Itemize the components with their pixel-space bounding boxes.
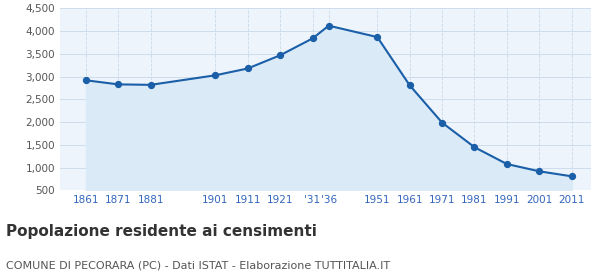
Point [81,78,91,83]
Point [535,169,544,174]
Point [146,83,155,87]
Point [211,73,220,78]
Point [405,83,415,88]
Point [502,162,512,166]
Point [470,145,479,150]
Point [324,24,334,28]
Text: Popolazione residente ai censimenti: Popolazione residente ai censimenti [6,224,317,239]
Point [567,174,577,179]
Point [437,120,447,125]
Point [113,82,123,87]
Point [373,35,382,39]
Text: COMUNE DI PECORARA (PC) - Dati ISTAT - Elaborazione TUTTITALIA.IT: COMUNE DI PECORARA (PC) - Dati ISTAT - E… [6,260,390,270]
Point [243,66,253,71]
Point [275,53,285,57]
Point [308,36,317,41]
